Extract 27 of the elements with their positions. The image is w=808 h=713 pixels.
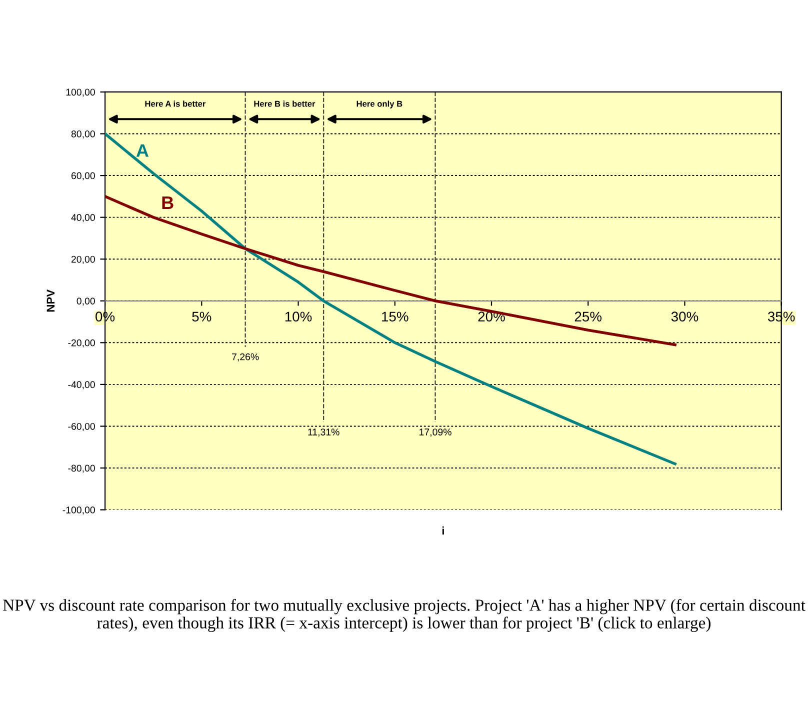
annotation: Here A is better <box>145 100 206 107</box>
ref-line-label: 17,09% <box>420 428 452 437</box>
x-axis-title: i <box>442 526 444 535</box>
y-tick-label: -20,00 <box>68 339 95 348</box>
x-tick-label: 15% <box>382 312 408 322</box>
y-tick-label: -80,00 <box>68 464 95 473</box>
y-tick-label: -60,00 <box>68 422 95 431</box>
y-tick-label: 0,00 <box>76 298 95 306</box>
text: NPV vs discount rate comparison for two mutually exclusive projects. Project 'A' has a higher NPV (for certain discount rates), even though its IRR (= x-axis intercept) is lower than for project 'B' (click to enlarge) <box>3 598 806 632</box>
ref-line-label: 7,26% <box>232 353 259 362</box>
x-tick-label: 5% <box>192 312 212 322</box>
x-tick-label: 10% <box>285 312 312 322</box>
ref-line-label: 11,31% <box>308 428 340 437</box>
y-tick-label: 20,00 <box>71 256 95 264</box>
y-tick-label: 40,00 <box>71 214 95 222</box>
y-axis-title: NPV <box>46 290 54 312</box>
series-label: B <box>162 196 174 209</box>
x-tick-label: 25% <box>574 312 602 322</box>
series-label: A <box>136 144 149 157</box>
y-tick-label: -40,00 <box>68 381 95 390</box>
annotation: Here B is better <box>254 100 316 107</box>
x-tick-label: 30% <box>671 312 698 322</box>
y-tick-label: -100,00 <box>62 506 95 515</box>
y-tick-label: 60,00 <box>71 172 95 180</box>
annotation: Here only B <box>356 100 402 108</box>
y-tick-label: 80,00 <box>71 130 95 139</box>
y-tick-label: 100,00 <box>66 88 95 97</box>
